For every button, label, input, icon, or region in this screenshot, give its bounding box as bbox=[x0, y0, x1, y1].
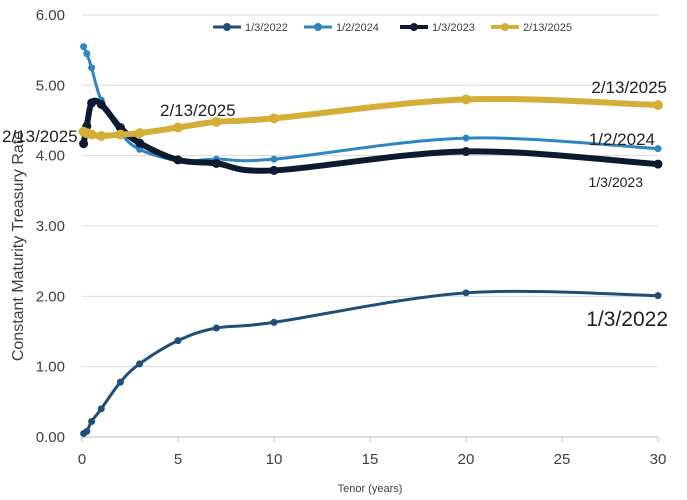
y-tick-label: 6.00 bbox=[36, 7, 65, 24]
legend-swatch-marker bbox=[501, 23, 509, 31]
x-tick-label: 20 bbox=[458, 451, 475, 468]
x-tick-label: 15 bbox=[362, 451, 379, 468]
data-point bbox=[653, 159, 663, 169]
data-point bbox=[212, 324, 220, 332]
data-point bbox=[462, 289, 470, 297]
legend-label: 1/3/2022 bbox=[245, 22, 288, 34]
data-point bbox=[462, 134, 470, 142]
y-tick-label: 3.00 bbox=[36, 218, 65, 235]
series-3 bbox=[79, 97, 663, 175]
data-point bbox=[80, 43, 88, 51]
data-point bbox=[270, 155, 278, 163]
legend-label: 1/2/2024 bbox=[336, 22, 379, 34]
data-point bbox=[88, 64, 96, 72]
data-point bbox=[461, 94, 471, 105]
y-tick-label: 5.00 bbox=[36, 77, 65, 94]
data-point bbox=[136, 360, 144, 368]
legend-item: 1/2/2024 bbox=[304, 22, 379, 34]
axis-layer: 0.00 1.00 2.00 3.00 4.00 5.00 6.00 0 5 10 15 20 25 30… bbox=[10, 7, 666, 495]
y-tick-label: 4.00 bbox=[36, 148, 65, 165]
grid-layer bbox=[82, 14, 658, 368]
legend-swatch-marker bbox=[314, 23, 322, 31]
data-point bbox=[97, 405, 105, 413]
series-annotation: 2/13/2025 bbox=[160, 101, 236, 120]
data-point bbox=[174, 337, 182, 345]
data-point bbox=[654, 292, 662, 300]
data-point bbox=[116, 378, 124, 386]
data-point bbox=[211, 116, 222, 127]
data-point bbox=[115, 123, 125, 133]
data-point bbox=[173, 122, 183, 133]
legend-item: 1/3/2023 bbox=[400, 22, 475, 34]
data-point bbox=[96, 130, 107, 141]
data-point bbox=[79, 139, 89, 149]
y-tick-label: 0.00 bbox=[36, 429, 65, 446]
legend: 1/3/2022 1/2/2024 1/3/2023 2/13/2025 bbox=[213, 22, 572, 34]
series-1 bbox=[80, 289, 662, 437]
data-point bbox=[134, 128, 145, 139]
legend-label: 1/3/2023 bbox=[432, 22, 475, 34]
legend-item: 1/3/2022 bbox=[213, 22, 288, 34]
y-tick-label: 2.00 bbox=[36, 288, 65, 305]
data-point bbox=[461, 146, 471, 156]
data-point bbox=[211, 158, 221, 168]
x-tick-label: 5 bbox=[174, 451, 182, 468]
data-point bbox=[136, 145, 144, 153]
series-4 bbox=[78, 94, 663, 141]
series-layer bbox=[78, 43, 663, 437]
series-line bbox=[82, 289, 660, 435]
legend-item: 2/13/2025 bbox=[491, 22, 572, 34]
x-axis-title: Tenor (years) bbox=[338, 483, 403, 495]
data-point bbox=[86, 129, 97, 140]
series-end-label: 1/3/2022 bbox=[586, 308, 668, 331]
annotation-layer: 1/3/2022 1/2/2024 1/3/2023 2/13/2025 2/13/20… bbox=[2, 78, 668, 331]
data-point bbox=[269, 165, 279, 175]
x-tick-label: 30 bbox=[650, 451, 667, 468]
data-point bbox=[135, 138, 145, 148]
data-point bbox=[653, 100, 663, 111]
data-point bbox=[270, 318, 278, 326]
y-tick-label: 1.00 bbox=[36, 359, 65, 376]
data-point bbox=[115, 129, 126, 140]
data-point bbox=[269, 113, 279, 124]
series-end-label: 2/13/2025 bbox=[591, 78, 667, 97]
series-annotation: 2/13/2025 bbox=[2, 127, 78, 146]
data-point bbox=[88, 418, 96, 426]
series-end-label: 1/2/2024 bbox=[589, 130, 655, 149]
x-tick-label: 25 bbox=[554, 451, 571, 468]
x-tick-label: 10 bbox=[266, 451, 283, 468]
legend-swatch-marker bbox=[410, 23, 418, 31]
legend-label: 2/13/2025 bbox=[523, 22, 572, 34]
series-end-label: 1/3/2023 bbox=[589, 174, 644, 190]
x-tick-label: 0 bbox=[78, 451, 86, 468]
y-axis-title: Constant Maturity Treasury Rate bbox=[10, 131, 27, 361]
legend-swatch-marker bbox=[223, 23, 231, 31]
data-point bbox=[96, 99, 106, 109]
data-point bbox=[87, 98, 97, 108]
data-point bbox=[173, 155, 183, 165]
data-point bbox=[654, 145, 662, 153]
data-point bbox=[83, 50, 91, 58]
data-point bbox=[83, 427, 91, 435]
